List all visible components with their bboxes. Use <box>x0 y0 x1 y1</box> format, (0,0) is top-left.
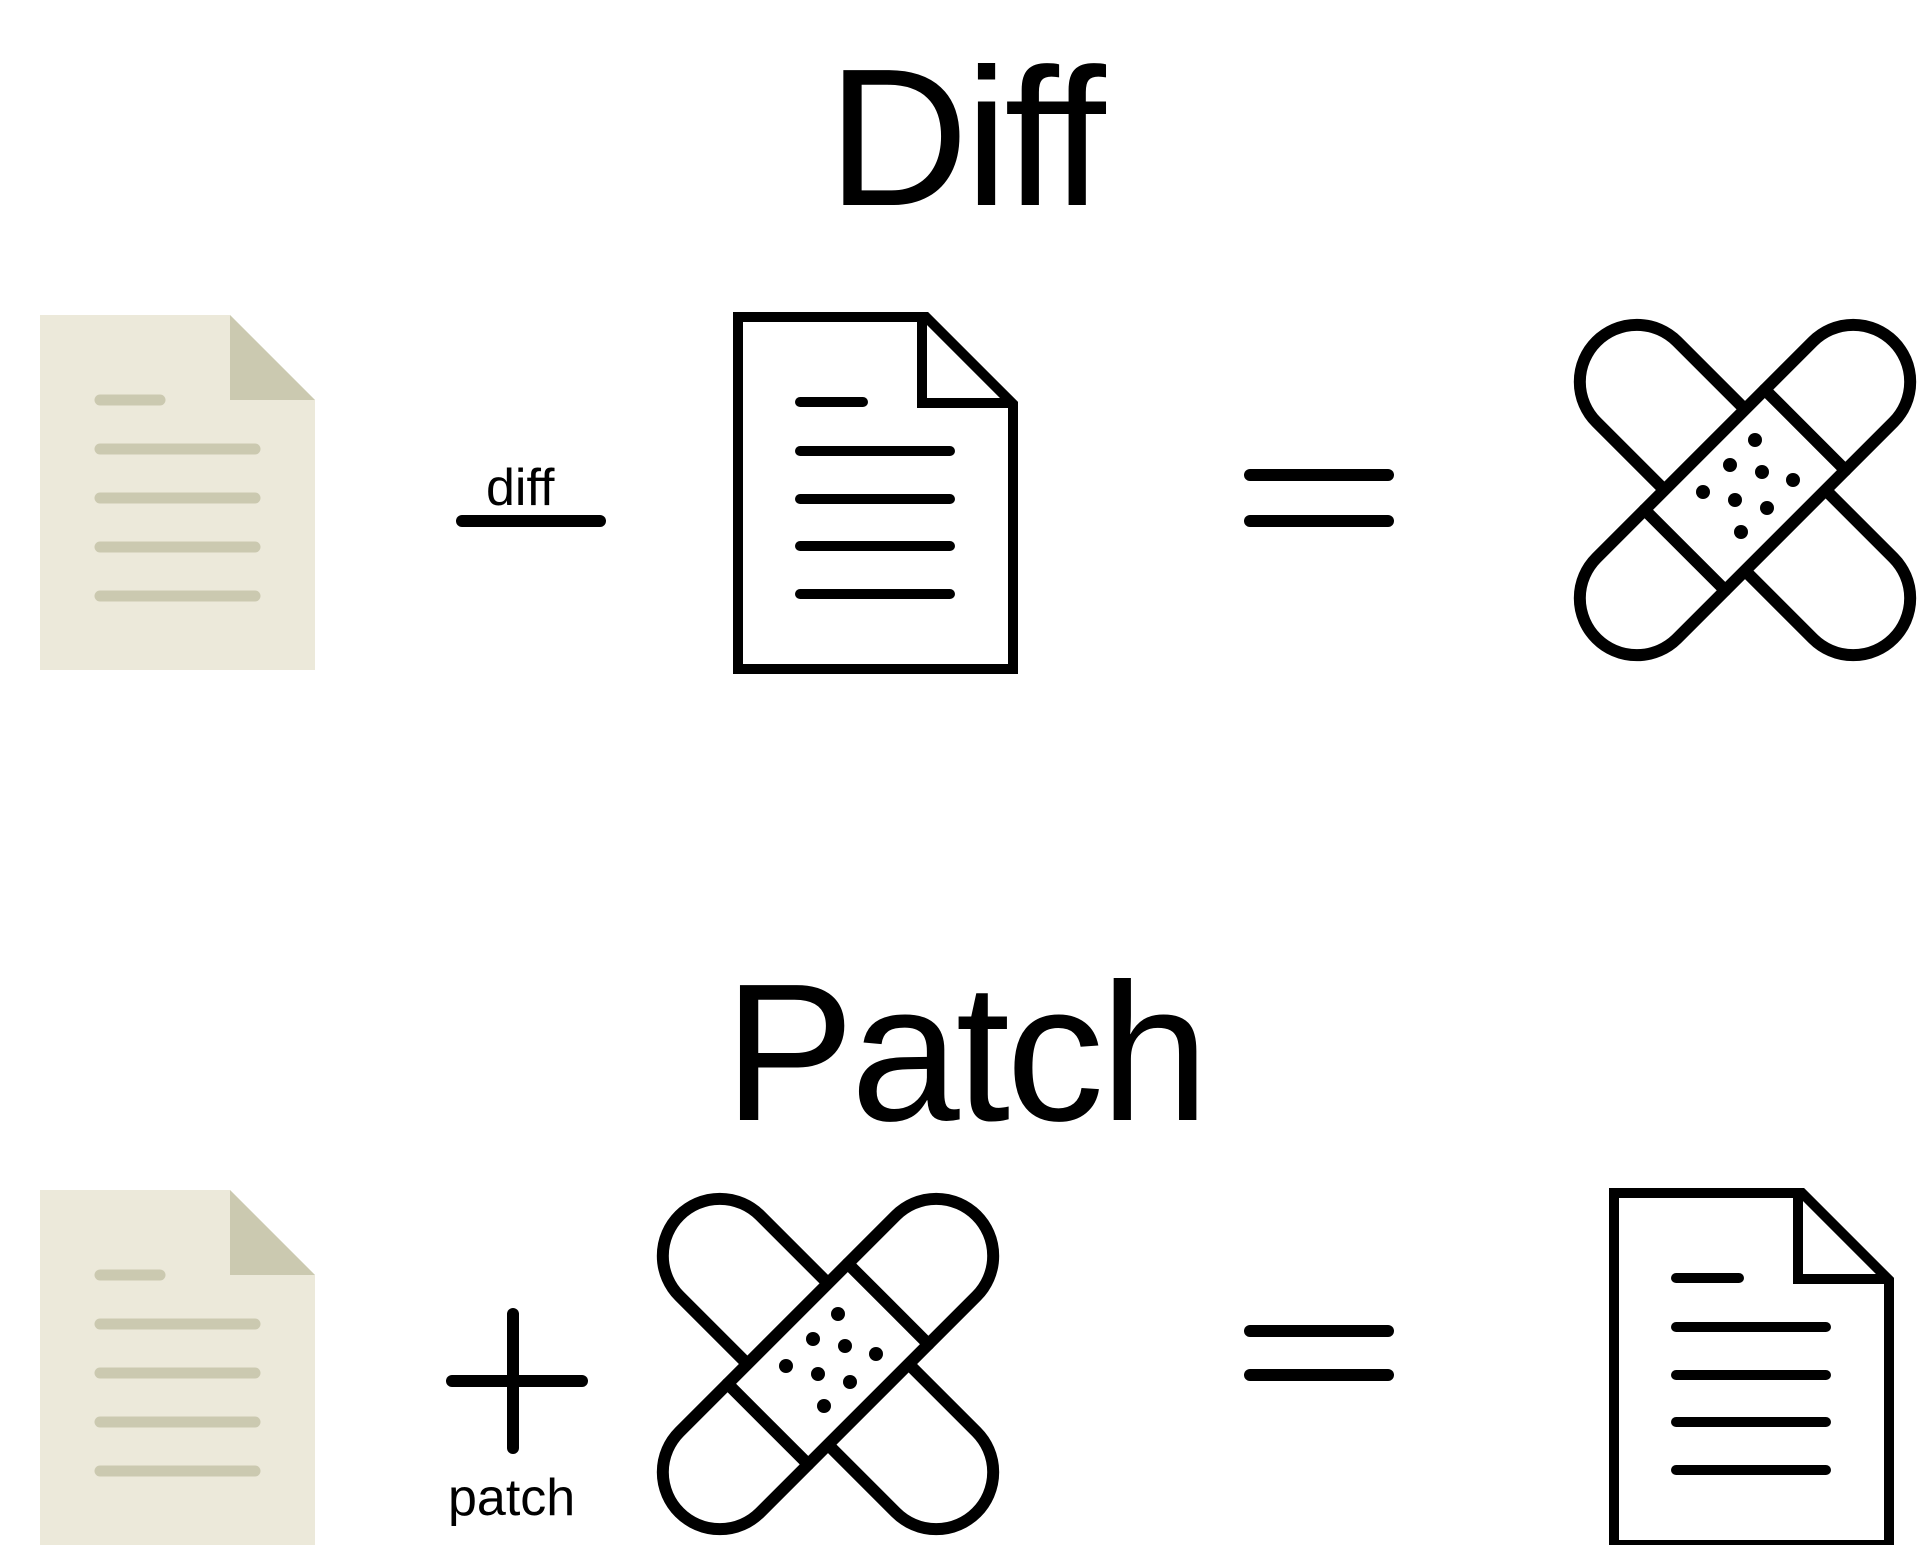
diff-title: Diff <box>827 28 1105 247</box>
bandage-icon-2 <box>639 1175 1017 1545</box>
plus-operator-icon <box>446 1308 588 1454</box>
original-document-icon <box>40 315 315 670</box>
diff-operator-label: diff <box>486 459 555 517</box>
equals-operator-icon <box>1244 469 1394 527</box>
original-document-icon-2 <box>40 1190 315 1545</box>
patch-title: Patch <box>723 943 1209 1162</box>
modified-document-icon <box>738 317 1013 669</box>
bandage-icon <box>1556 301 1929 679</box>
patch-operator-label: patch <box>448 1469 576 1527</box>
document-outline-icon <box>1614 1193 1889 1545</box>
equals-operator-icon-2 <box>1244 1325 1394 1381</box>
